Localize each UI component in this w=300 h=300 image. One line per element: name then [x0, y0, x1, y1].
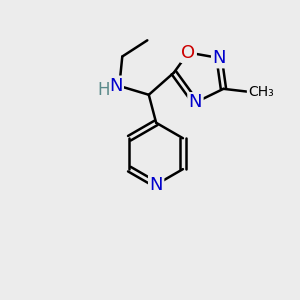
Text: N: N [149, 176, 163, 194]
Text: N: N [189, 94, 202, 112]
Text: N: N [212, 49, 226, 67]
Text: H: H [97, 81, 110, 99]
Text: N: N [109, 77, 123, 95]
Text: CH₃: CH₃ [248, 85, 274, 99]
Text: O: O [182, 44, 196, 62]
